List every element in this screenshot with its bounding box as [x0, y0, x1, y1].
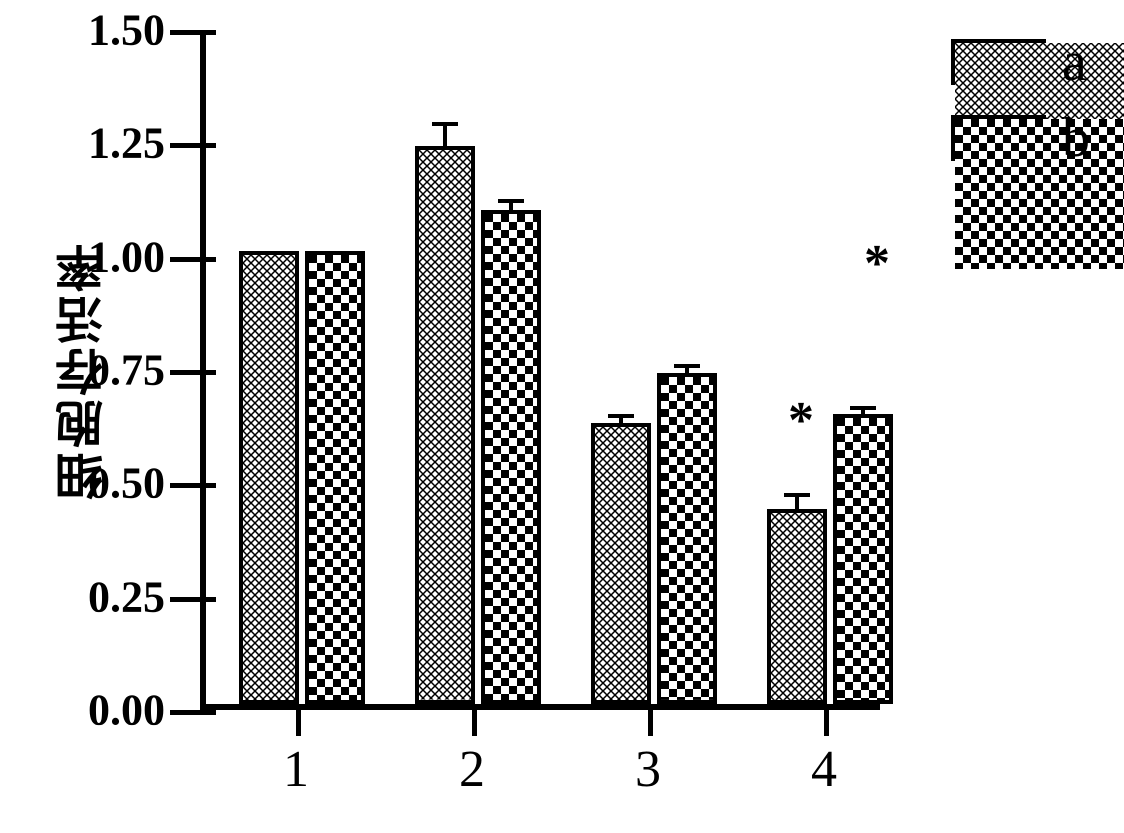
y-tick-label: 1.00 — [45, 231, 165, 282]
x-tick-label: 2 — [459, 740, 485, 799]
x-tick-label: 3 — [635, 740, 661, 799]
x-tick — [648, 710, 653, 736]
bar-a — [767, 509, 827, 704]
y-tick-label: 0.00 — [45, 685, 165, 736]
legend-item-b: b — [951, 106, 1090, 170]
x-tick — [472, 710, 477, 736]
y-tick — [170, 597, 200, 602]
error-bar — [443, 124, 447, 147]
significance-marker: * — [788, 391, 814, 450]
y-tick — [200, 257, 216, 262]
y-tick — [200, 143, 216, 148]
legend: a b — [951, 30, 1090, 182]
error-bar — [795, 495, 799, 509]
bar-b — [657, 373, 717, 704]
y-tick-label: 0.75 — [45, 345, 165, 396]
y-tick — [170, 257, 200, 262]
error-cap — [498, 199, 524, 203]
bar-a — [415, 146, 475, 704]
x-tick — [824, 710, 829, 736]
bar-b — [833, 414, 893, 704]
y-tick — [170, 483, 200, 488]
y-tick — [170, 30, 200, 35]
error-cap — [784, 493, 810, 497]
legend-label-b: b — [1062, 106, 1090, 170]
y-tick-label: 1.50 — [45, 5, 165, 56]
significance-marker: * — [864, 234, 890, 293]
y-tick — [170, 710, 200, 715]
error-cap — [432, 122, 458, 126]
y-tick — [170, 370, 200, 375]
y-tick — [200, 370, 216, 375]
chart-container: 细胞存活率 a b 0.000.250.500.751.001.251.5012… — [60, 20, 1100, 810]
bar-b — [305, 251, 365, 704]
legend-item-a: a — [951, 30, 1090, 94]
x-tick — [296, 710, 301, 736]
error-cap — [608, 414, 634, 418]
y-tick-label: 0.50 — [45, 458, 165, 509]
legend-label-a: a — [1062, 30, 1087, 94]
legend-swatch-a — [951, 39, 1046, 85]
legend-swatch-b — [951, 115, 1046, 161]
y-tick — [170, 143, 200, 148]
error-cap — [850, 406, 876, 410]
plot-area — [200, 30, 880, 710]
bar-b — [481, 210, 541, 704]
y-tick — [200, 30, 216, 35]
bar-a — [591, 423, 651, 704]
y-tick — [200, 710, 216, 715]
x-tick-label: 4 — [811, 740, 837, 799]
y-tick-label: 0.25 — [45, 571, 165, 622]
error-cap — [674, 364, 700, 368]
y-tick — [200, 483, 216, 488]
x-tick-label: 1 — [283, 740, 309, 799]
bar-a — [239, 251, 299, 704]
y-tick — [200, 597, 216, 602]
y-tick-label: 1.25 — [45, 118, 165, 169]
